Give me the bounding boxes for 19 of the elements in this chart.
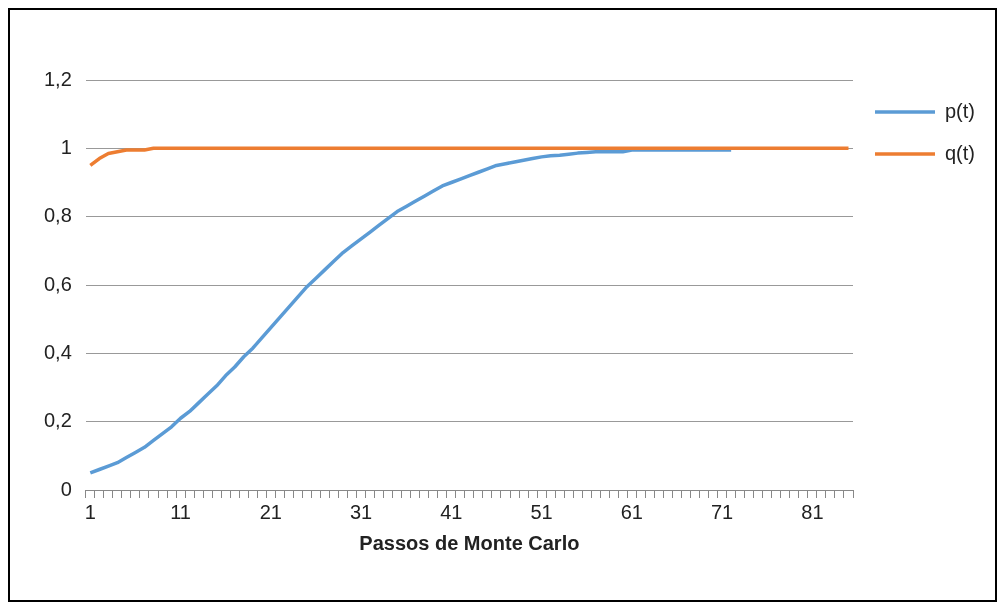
x-tick-label: 81	[801, 500, 824, 523]
y-tick-label: 0,8	[43, 204, 72, 227]
x-tick-label: 11	[170, 500, 191, 523]
x-tick-label: 71	[711, 500, 734, 523]
x-tick-label: 51	[530, 500, 553, 523]
y-tick-label: 0,6	[43, 272, 72, 295]
x-axis-title: Passos de Monte Carlo	[359, 531, 580, 554]
x-tick-label: 1	[84, 500, 96, 523]
x-tick-label: 21	[259, 500, 282, 523]
x-tick-label: 31	[349, 500, 373, 523]
legend-label: p(t)	[945, 99, 975, 122]
x-tick-label: 61	[620, 500, 643, 523]
y-tick-label: 1	[60, 135, 72, 158]
y-tick-label: 0,4	[43, 340, 72, 363]
x-tick-label: 41	[440, 500, 463, 523]
y-tick-label: 0	[60, 477, 72, 500]
y-tick-label: 1,2	[43, 67, 72, 90]
y-tick-label: 0,2	[43, 409, 72, 432]
legend-label: q(t)	[945, 141, 975, 164]
